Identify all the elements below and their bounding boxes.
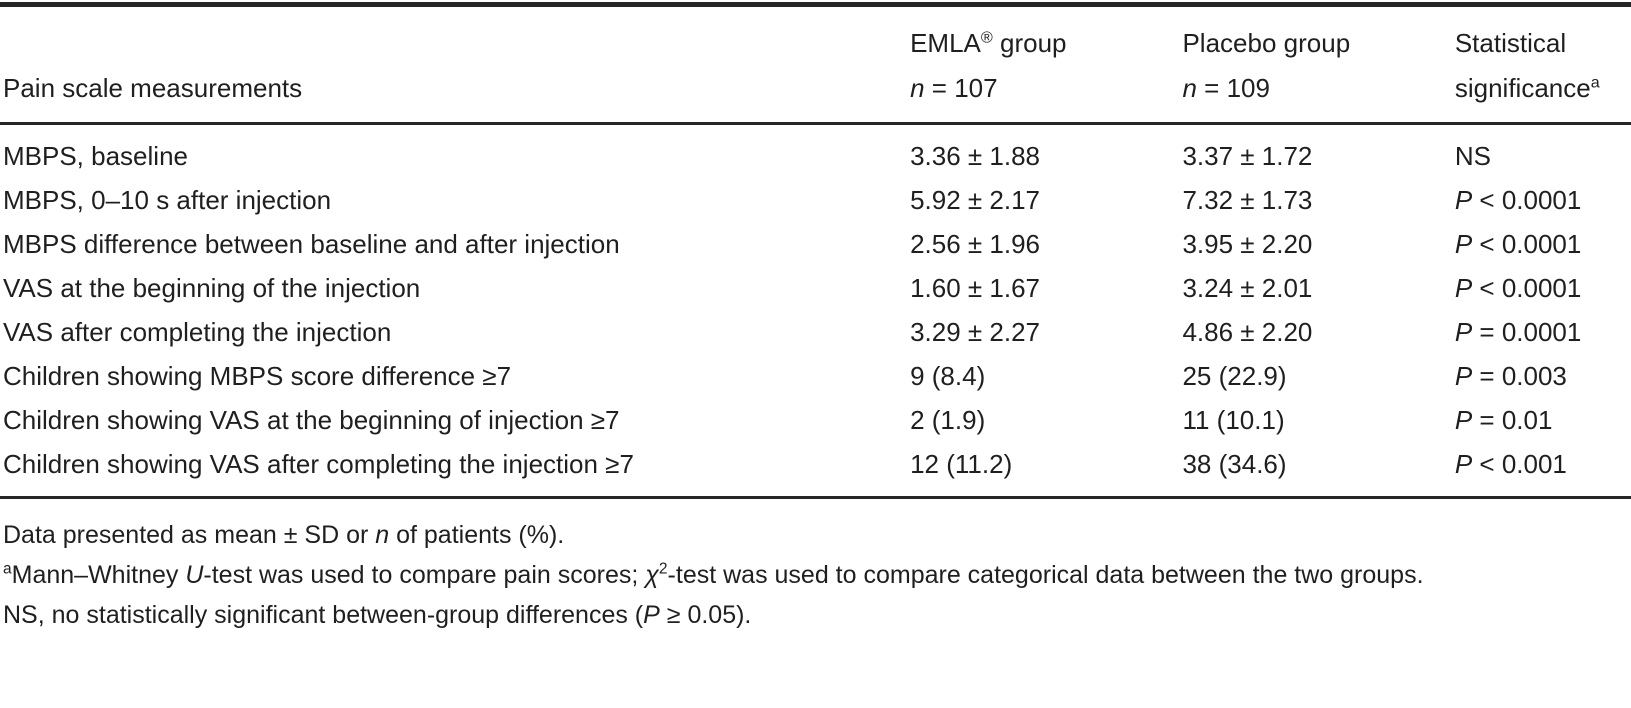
- emla-group-n: n = 107: [910, 73, 998, 103]
- placebo-value: 7.32 ± 1.73: [1182, 185, 1313, 215]
- row-label: Children showing VAS after completing th…: [0, 442, 911, 499]
- table-row: Children showing MBPS score difference ≥…: [0, 354, 1631, 398]
- row-label: Children showing MBPS score difference ≥…: [3, 361, 512, 391]
- placebo-value: 38 (34.6): [1182, 442, 1455, 499]
- emla-value: 3.29 ± 2.27: [910, 317, 1041, 347]
- footnote-marker-a: a: [1590, 73, 1600, 92]
- table-row: MBPS, baseline 3.36 ± 1.88 3.37 ± 1.72 N…: [0, 124, 1631, 179]
- significance-value: P = 0.003: [1454, 361, 1567, 391]
- table-footnotes: Data presented as mean ± SD or n of pati…: [0, 515, 1631, 635]
- significance-value: P < 0.0001: [1454, 273, 1582, 303]
- significance-value: NS: [1454, 141, 1491, 171]
- emla-value: 12 (11.2): [910, 442, 1183, 499]
- significance-line1: Statistical: [1454, 28, 1567, 58]
- significance-line2: significancea: [1454, 73, 1600, 103]
- row-label: MBPS, 0–10 s after injection: [3, 185, 332, 215]
- row-label: MBPS, baseline: [3, 141, 188, 171]
- table-row: MBPS difference between baseline and aft…: [0, 222, 1631, 266]
- placebo-value: 3.95 ± 2.20: [1182, 229, 1313, 259]
- placebo-value: 11 (10.1): [1182, 405, 1285, 435]
- table-row: Children showing VAS at the beginning of…: [0, 398, 1631, 442]
- emla-value: 5.92 ± 2.17: [910, 185, 1041, 215]
- row-label: MBPS difference between baseline and aft…: [3, 229, 620, 259]
- placebo-group-n: n = 109: [1182, 73, 1270, 103]
- emla-value: 2.56 ± 1.96: [910, 229, 1041, 259]
- emla-value: 2 (1.9): [910, 405, 986, 435]
- header-row: Pain scale measurements EMLA® group n = …: [0, 7, 1631, 125]
- table-header: Pain scale measurements EMLA® group n = …: [0, 7, 1631, 125]
- significance-value: P < 0.0001: [1454, 229, 1582, 259]
- column-header-measurements: Pain scale measurements: [0, 7, 911, 125]
- emla-value: 3.36 ± 1.88: [910, 141, 1041, 171]
- significance-value: P < 0.0001: [1454, 185, 1582, 215]
- emla-group-line1: EMLA® group: [910, 28, 1067, 58]
- footnote-data-presentation: Data presented as mean ± SD or n of pati…: [3, 521, 565, 549]
- row-label: Children showing VAS at the beginning of…: [3, 405, 620, 435]
- row-label: VAS at the beginning of the injection: [3, 273, 421, 303]
- placebo-value: 3.37 ± 1.72: [1182, 141, 1313, 171]
- placebo-group-line1: Placebo group: [1182, 28, 1351, 58]
- footnote-statistical-tests: aMann–Whitney U-test was used to compare…: [3, 560, 1424, 589]
- registered-trademark-symbol: ®: [980, 28, 993, 47]
- table-row: MBPS, 0–10 s after injection 5.92 ± 2.17…: [0, 178, 1631, 222]
- significance-value: P = 0.01: [1454, 405, 1553, 435]
- column-header-significance: Statistical significancea: [1454, 7, 1631, 125]
- placebo-value: 25 (22.9): [1182, 361, 1287, 391]
- emla-value: 1.60 ± 1.67: [910, 273, 1041, 303]
- column-header-placebo-group: Placebo group n = 109: [1182, 7, 1455, 125]
- placebo-value: 4.86 ± 2.20: [1182, 317, 1313, 347]
- footnote-ns-definition: NS, no statistically significant between…: [3, 601, 752, 629]
- column-header-emla-group: EMLA® group n = 107: [910, 7, 1183, 125]
- table-row: VAS after completing the injection 3.29 …: [0, 310, 1631, 354]
- significance-value: P < 0.001: [1454, 442, 1631, 499]
- table-row: Children showing VAS after completing th…: [0, 442, 1631, 499]
- placebo-value: 3.24 ± 2.01: [1182, 273, 1313, 303]
- pain-scale-table: Pain scale measurements EMLA® group n = …: [0, 7, 1631, 499]
- table-row: VAS at the beginning of the injection 1.…: [0, 266, 1631, 310]
- significance-value: P = 0.0001: [1454, 317, 1582, 347]
- footnote-marker-a: a: [3, 560, 12, 578]
- table-top-rule: [0, 2, 1631, 7]
- emla-value: 9 (8.4): [910, 361, 986, 391]
- measurements-label: Pain scale measurements: [3, 73, 303, 103]
- chi-squared-exponent: 2: [658, 560, 668, 578]
- row-label: VAS after completing the injection: [3, 317, 392, 347]
- table-body: MBPS, baseline 3.36 ± 1.88 3.37 ± 1.72 N…: [0, 124, 1631, 499]
